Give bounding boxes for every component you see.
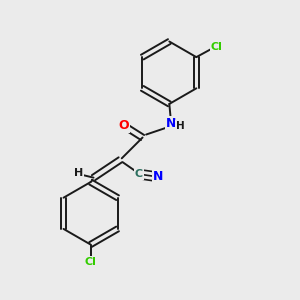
- Text: Cl: Cl: [85, 257, 97, 267]
- Text: C: C: [135, 169, 143, 179]
- Text: O: O: [118, 118, 129, 131]
- Text: N: N: [153, 170, 163, 183]
- Text: H: H: [74, 169, 83, 178]
- Text: Cl: Cl: [211, 42, 223, 52]
- Text: H: H: [176, 121, 185, 130]
- Text: N: N: [166, 117, 176, 130]
